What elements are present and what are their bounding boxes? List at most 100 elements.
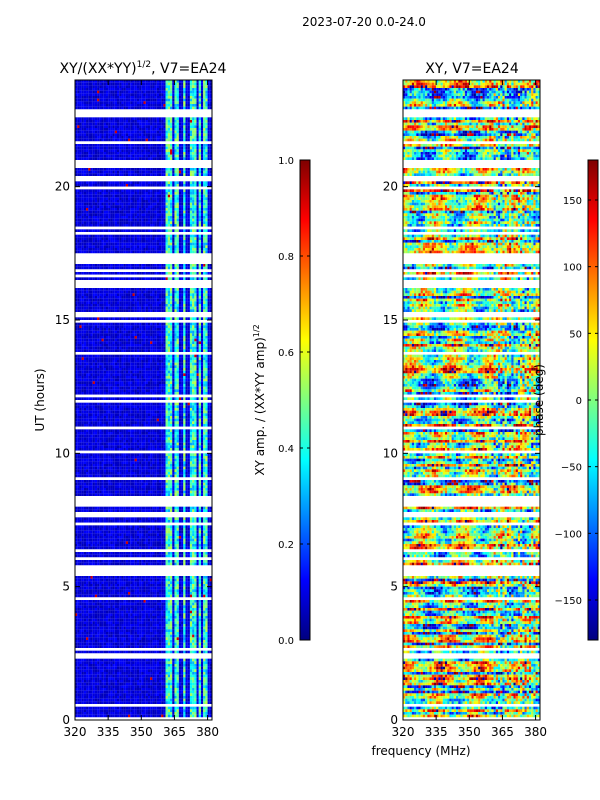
amp-cell [121, 250, 124, 254]
amp-cell [114, 349, 118, 353]
amp-cell [79, 210, 82, 214]
amp-cell [83, 240, 87, 243]
amp-cell [196, 298, 199, 302]
amp-cell [170, 120, 173, 123]
amp-cell [116, 184, 120, 187]
amp-gap-row [75, 280, 212, 283]
amp-cell [174, 80, 177, 83]
amp-cell [161, 248, 164, 251]
amp-cell [128, 304, 131, 307]
amp-cell [121, 309, 124, 313]
amp-cell [97, 317, 100, 321]
amp-cell [158, 288, 162, 291]
amp-cell [154, 98, 157, 102]
amp-cell [163, 325, 166, 329]
amp-cell [181, 146, 184, 150]
amp-cell [167, 349, 171, 353]
amp-cell [152, 293, 155, 297]
amp-cell [176, 138, 179, 142]
amp-cell [158, 202, 162, 206]
amp-cell [83, 224, 87, 227]
amp-cell [143, 136, 146, 139]
amp-cell [178, 200, 182, 203]
amp-cell [209, 346, 212, 350]
amp-cell [134, 328, 137, 331]
amp-cell [198, 250, 202, 254]
amp-cell [79, 298, 82, 302]
amp-cell [94, 152, 98, 155]
amp-cell [114, 357, 118, 361]
amp-cell [161, 218, 164, 222]
amp-cell [189, 200, 193, 203]
amp-cell [170, 322, 173, 326]
amp-cell [92, 301, 95, 305]
amp-cell [192, 146, 195, 150]
amp-cell [181, 306, 184, 310]
amp-cell [75, 216, 78, 219]
amp-cell [83, 234, 87, 238]
amp-cell [172, 157, 175, 161]
amp-cell [176, 296, 179, 299]
amp-cell [145, 170, 148, 174]
amp-cell [158, 122, 162, 126]
amp-cell [143, 130, 146, 134]
amp-cell [176, 96, 179, 99]
amp-cell [170, 194, 173, 198]
amp-cell [183, 149, 186, 153]
amp-cell [172, 336, 175, 339]
amp-cell [97, 301, 100, 305]
amp-cell [83, 264, 87, 267]
amp-cell [156, 336, 160, 339]
amp-cell [207, 152, 210, 155]
amp-cell [167, 120, 171, 123]
amp-cell [99, 194, 102, 198]
amp-cell [136, 101, 140, 105]
amp-cell [192, 338, 195, 342]
amp-cell [121, 152, 124, 155]
amp-cell [132, 357, 135, 361]
amp-cell [192, 325, 195, 329]
amp-cell [119, 136, 122, 139]
amp-cell [194, 309, 197, 313]
amp-cell [83, 202, 87, 206]
amp-cell [139, 328, 142, 331]
amp-cell [121, 298, 124, 302]
amp-cell [99, 344, 102, 347]
amp-cell [145, 240, 148, 243]
amp-cell [105, 298, 109, 302]
amp-cell [198, 96, 202, 99]
amp-cell [181, 213, 184, 217]
amp-cell [123, 346, 126, 350]
amp-cell [174, 328, 177, 331]
amp-cell [97, 288, 100, 291]
amp-cell [156, 192, 160, 195]
amp-cell [145, 349, 148, 353]
amp-cell [154, 80, 157, 83]
amp-cell [79, 213, 82, 217]
amp-cell [123, 152, 126, 155]
amp-cell [116, 301, 120, 305]
amp-cell [203, 106, 206, 110]
amp-cell [130, 344, 133, 347]
amp-cell [154, 184, 157, 187]
amp-cell [77, 234, 80, 238]
amp-cell [154, 245, 157, 249]
amp-cell [145, 96, 148, 99]
amp-cell [114, 173, 118, 177]
amp-cell [119, 168, 122, 171]
amp-cell [185, 221, 188, 225]
amp-cell [161, 152, 164, 155]
amp-cell [77, 216, 80, 219]
amp-cell [97, 101, 100, 105]
amp-cell [119, 242, 122, 246]
amp-cell [207, 133, 210, 137]
amp-cell [112, 264, 115, 267]
amp-cell [205, 213, 208, 217]
amp-cell [134, 144, 137, 147]
amp-cell [183, 208, 186, 211]
amp-cell [92, 333, 95, 337]
amp-cell [130, 152, 133, 155]
amp-cell [185, 154, 188, 158]
amp-cell [128, 224, 131, 227]
amp-cell [145, 336, 148, 339]
